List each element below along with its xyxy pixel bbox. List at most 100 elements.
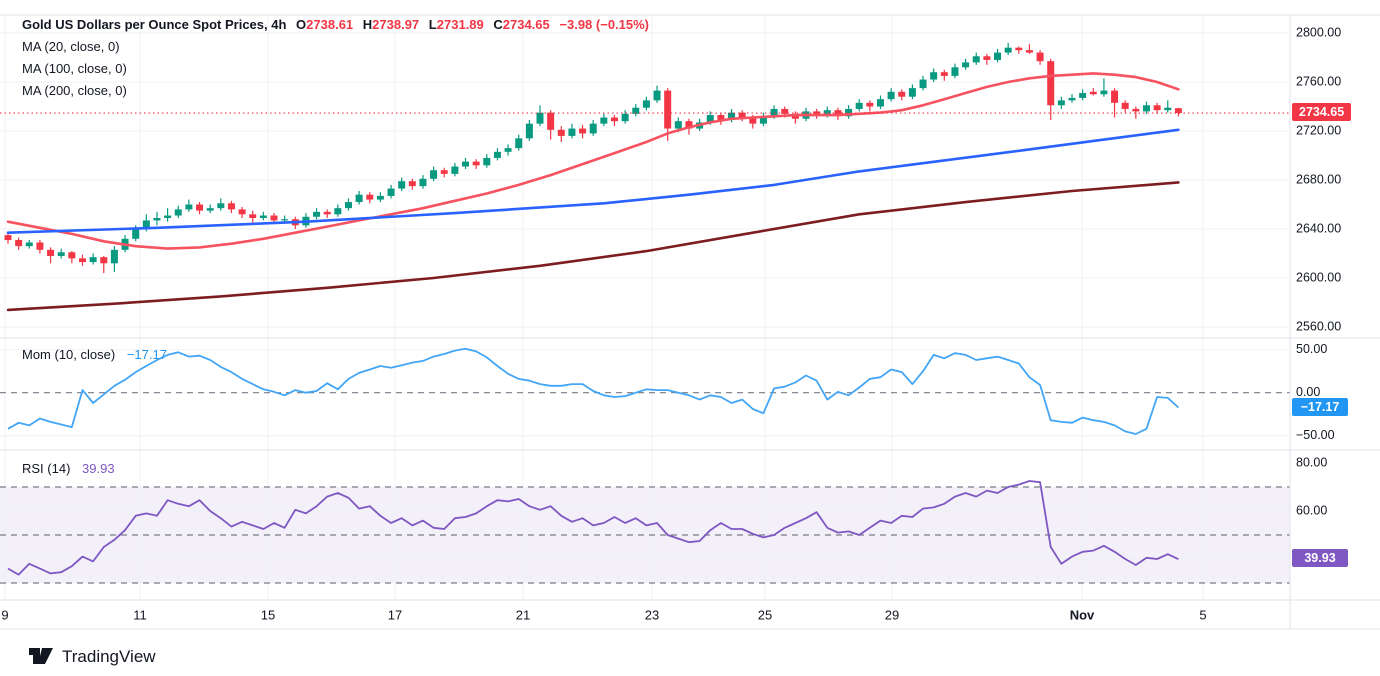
candle-body (887, 91, 895, 100)
candle-body (1153, 105, 1161, 111)
time-axis[interactable]: 9 11 15 17 21 23 25 29 Nov 5 (1, 607, 1206, 622)
panel-separators (0, 14, 1380, 630)
axis-tick-label: 50.00 (1296, 342, 1327, 356)
candle-body (781, 108, 789, 114)
candle-body (919, 79, 927, 89)
momentum-legend[interactable]: Mom (10, close) −17.17 (22, 344, 167, 366)
candle-body (1132, 108, 1140, 112)
ma200-legend[interactable]: MA (200, close, 0) (22, 83, 127, 98)
rsi-line (7, 480, 1179, 576)
candle-body (408, 181, 416, 187)
rsi-axis[interactable]: 80.00 60.00 (1296, 455, 1327, 517)
ma100-legend[interactable]: MA (100, close, 0) (22, 61, 127, 76)
candle-body (632, 107, 640, 114)
momentum-line (7, 347, 1180, 435)
time-tick-label: 15 (261, 607, 275, 622)
candle-body (398, 181, 406, 189)
candle-body (951, 67, 959, 76)
candle-body (68, 252, 76, 259)
candle-body (366, 194, 374, 200)
axis-tick-label: 80.00 (1296, 455, 1327, 469)
axis-tick-label: 2560.00 (1296, 319, 1341, 333)
candle-body (15, 240, 23, 247)
candle-body (472, 161, 480, 166)
candle-body (717, 115, 725, 120)
candle-body (749, 117, 757, 124)
candle-body (568, 128, 576, 136)
candle-body (547, 112, 555, 130)
candle-body (525, 123, 533, 139)
candle-body (493, 151, 501, 158)
axis-tick-label: 2600.00 (1296, 270, 1341, 284)
candle-body (462, 161, 470, 167)
momentum-line-layer (7, 347, 1180, 435)
candle-body (36, 242, 44, 250)
rsi-band (0, 487, 1290, 583)
candle-body (972, 56, 980, 63)
candle-body (281, 219, 289, 221)
gridlines (0, 15, 1290, 600)
momentum-value-badge: −17.17 (1292, 398, 1348, 416)
candle-body (196, 204, 204, 211)
candle-body (738, 112, 746, 118)
candle-body (185, 204, 193, 210)
candle-body (536, 112, 544, 124)
candle-body (728, 112, 736, 120)
axis-tick-label: 2720.00 (1296, 123, 1341, 137)
candle-body (1015, 47, 1023, 51)
candle-body (706, 115, 714, 123)
main-chart-legend[interactable]: Gold US Dollars per Ounce Spot Prices, 4… (22, 14, 655, 102)
candle-body (1121, 102, 1129, 109)
price-axis[interactable]: 2800.00 2760.00 2720.00 2680.00 2640.00 2600.… (1296, 25, 1341, 333)
time-tick-label: 23 (645, 607, 659, 622)
candle-body (1079, 93, 1087, 98)
axis-tick-label: 2760.00 (1296, 74, 1341, 88)
candle-body (164, 215, 172, 218)
candle-body (344, 202, 352, 209)
price-change: −3.98 (−0.15%) (559, 17, 650, 32)
symbol-title-row: Gold US Dollars per Ounce Spot Prices, 4… (22, 14, 655, 36)
candle-body (132, 229, 140, 239)
time-tick-label: 9 (1, 607, 8, 622)
momentum-axis[interactable]: 50.00 0.00 −50.00 (1296, 342, 1335, 442)
ohlc-low: L2731.89 (428, 17, 484, 32)
candle-body (1047, 61, 1055, 106)
candle-body (898, 91, 906, 97)
ma-line-ma100 (6, 128, 1180, 234)
candle-body (940, 72, 948, 76)
moving-averages-layer (6, 72, 1180, 312)
candle-body (1164, 107, 1172, 111)
dashed-levels (0, 392, 1290, 584)
time-tick-label: 21 (516, 607, 530, 622)
axis-tick-label: 2800.00 (1296, 25, 1341, 39)
candle-body (334, 208, 342, 215)
candle-body (962, 62, 970, 68)
rsi-legend[interactable]: RSI (14) 39.93 (22, 458, 115, 480)
rsi-value: 39.93 (82, 461, 115, 476)
tradingview-logo[interactable]: TradingView (28, 645, 156, 669)
candle-body (153, 217, 161, 221)
axis-tick-label: 2640.00 (1296, 221, 1341, 235)
candle-body (876, 99, 884, 107)
ma20-legend[interactable]: MA (20, close, 0) (22, 39, 120, 54)
candle-body (419, 178, 427, 187)
tradingview-logo-text: TradingView (62, 647, 156, 666)
candle-body (1174, 108, 1182, 114)
candle-body (4, 235, 12, 241)
rsi-label: RSI (14) (22, 461, 71, 476)
candle-body (89, 257, 97, 263)
ma-line-ma200 (6, 181, 1180, 312)
candle-body (1068, 97, 1076, 101)
candle-body (589, 123, 597, 134)
candle-body (249, 214, 257, 218)
candle-body (674, 121, 682, 129)
ohlc-close: C2734.65 (493, 17, 550, 32)
time-tick-label: 17 (388, 607, 402, 622)
candle-body (642, 100, 650, 108)
candle-body (664, 90, 672, 129)
momentum-value: −17.17 (126, 347, 167, 362)
candle-body (376, 195, 384, 200)
candle-body (313, 211, 321, 217)
ohlc-high: H2738.97 (362, 17, 420, 32)
